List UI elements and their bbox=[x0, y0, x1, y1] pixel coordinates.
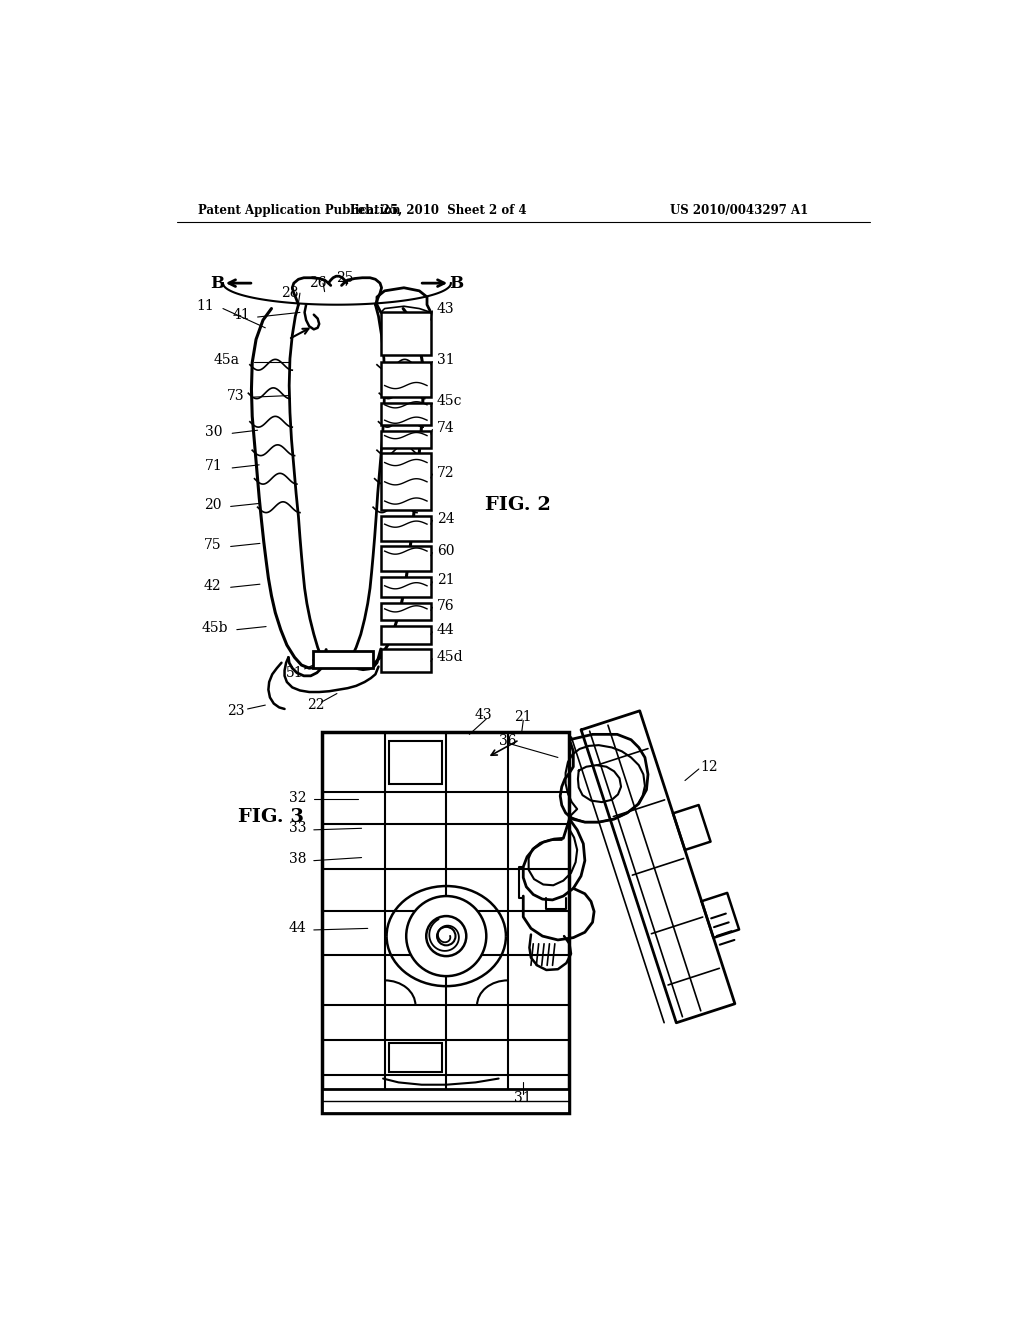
Text: 42: 42 bbox=[204, 578, 221, 593]
Text: 74: 74 bbox=[437, 421, 455, 434]
Text: B: B bbox=[450, 275, 463, 292]
Text: 45c: 45c bbox=[437, 393, 463, 408]
Text: 38: 38 bbox=[289, 853, 306, 866]
Text: 32: 32 bbox=[289, 791, 306, 804]
Text: 24: 24 bbox=[437, 512, 455, 525]
Bar bbox=[313, 651, 373, 668]
Bar bbox=[381, 516, 431, 541]
Text: 76: 76 bbox=[437, 599, 455, 612]
Text: 72: 72 bbox=[437, 466, 455, 479]
Text: 45d: 45d bbox=[437, 651, 464, 664]
Text: 36: 36 bbox=[499, 734, 517, 747]
Text: US 2010/0043297 A1: US 2010/0043297 A1 bbox=[670, 205, 808, 218]
Bar bbox=[322, 733, 569, 1113]
Text: 30: 30 bbox=[206, 425, 223, 438]
Text: 20: 20 bbox=[204, 498, 221, 512]
Text: 31: 31 bbox=[514, 1090, 532, 1105]
Bar bbox=[388, 1043, 442, 1072]
Text: 60: 60 bbox=[437, 544, 455, 558]
Bar bbox=[381, 545, 431, 572]
Text: 51: 51 bbox=[286, 665, 303, 680]
Text: 75: 75 bbox=[204, 539, 221, 552]
Text: FIG. 2: FIG. 2 bbox=[484, 496, 551, 513]
Text: 31: 31 bbox=[437, 354, 455, 367]
Circle shape bbox=[426, 916, 466, 956]
Text: 11: 11 bbox=[196, 300, 214, 313]
Bar bbox=[381, 363, 431, 397]
Text: 12: 12 bbox=[700, 760, 718, 774]
Text: FIG. 3: FIG. 3 bbox=[238, 808, 304, 826]
Bar bbox=[322, 1089, 569, 1113]
Bar bbox=[381, 603, 431, 620]
Circle shape bbox=[437, 927, 456, 945]
Circle shape bbox=[407, 896, 486, 977]
Text: 45b: 45b bbox=[201, 622, 227, 635]
Bar bbox=[381, 649, 431, 672]
Text: 45a: 45a bbox=[214, 354, 240, 367]
Bar bbox=[388, 742, 442, 784]
Text: 21: 21 bbox=[514, 710, 532, 725]
Bar bbox=[381, 626, 431, 644]
Bar bbox=[381, 577, 431, 597]
Text: 28: 28 bbox=[282, 286, 299, 300]
Text: 43: 43 bbox=[474, 708, 493, 722]
Text: Feb. 25, 2010  Sheet 2 of 4: Feb. 25, 2010 Sheet 2 of 4 bbox=[350, 205, 527, 218]
Text: 21: 21 bbox=[437, 573, 455, 587]
Bar bbox=[381, 453, 431, 511]
Bar bbox=[381, 404, 431, 425]
Text: 71: 71 bbox=[205, 459, 223, 474]
Bar bbox=[381, 313, 431, 355]
Text: Patent Application Publication: Patent Application Publication bbox=[199, 205, 400, 218]
Text: 23: 23 bbox=[227, 705, 245, 718]
Text: 26: 26 bbox=[309, 276, 327, 290]
Text: B: B bbox=[210, 275, 224, 292]
Text: 22: 22 bbox=[306, 698, 325, 711]
Text: 33: 33 bbox=[289, 821, 306, 836]
Text: 43: 43 bbox=[437, 302, 455, 317]
Text: 44: 44 bbox=[289, 921, 306, 936]
Text: 73: 73 bbox=[227, 388, 245, 403]
Text: 41: 41 bbox=[232, 309, 250, 322]
Bar bbox=[381, 430, 431, 447]
Text: 25: 25 bbox=[336, 271, 353, 285]
Text: 44: 44 bbox=[437, 623, 455, 636]
